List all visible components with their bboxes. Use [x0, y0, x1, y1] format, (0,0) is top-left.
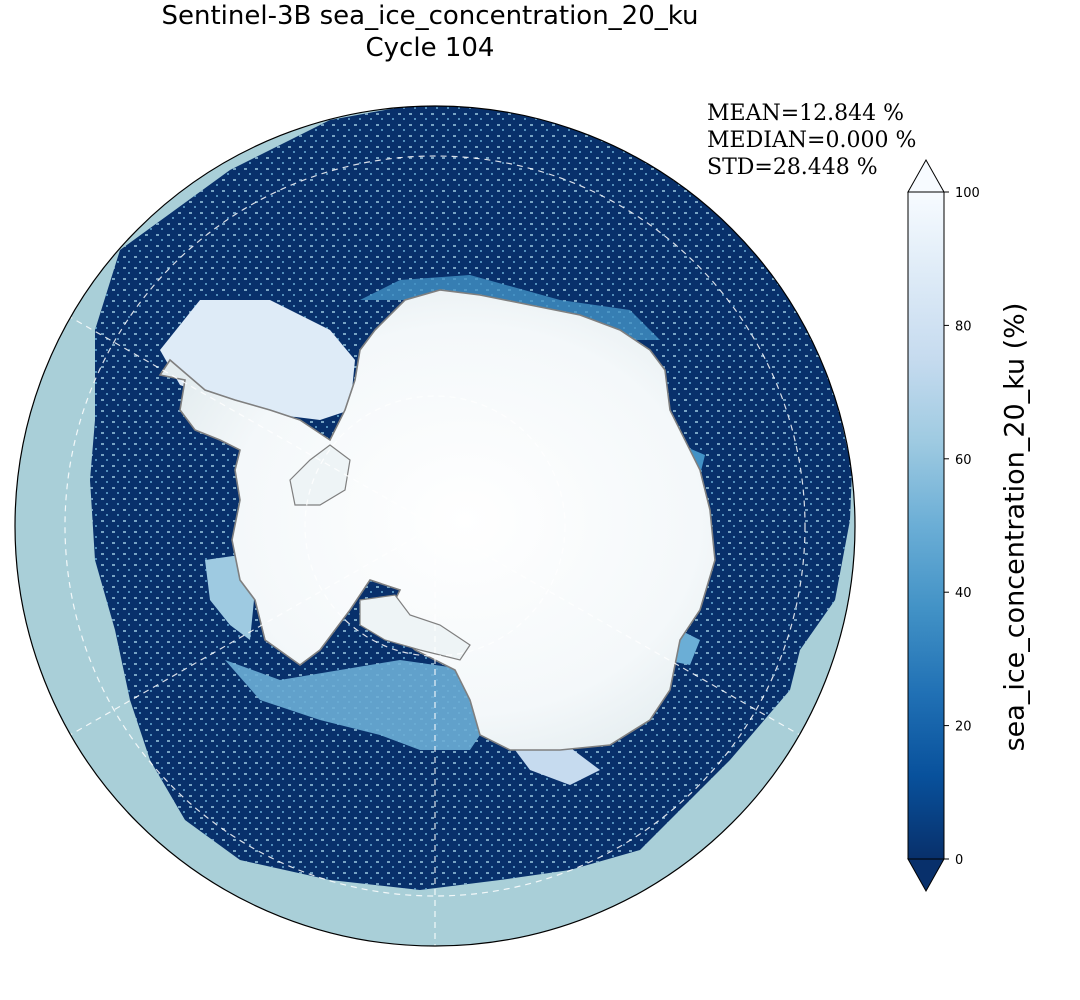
sea-ice-weddell: [160, 300, 355, 420]
colorbar-tick-label: 20: [955, 720, 972, 735]
map-border: [14, 105, 856, 947]
colorbar-label: sea_ice_concentration_20_ku (%): [999, 302, 1031, 752]
ice-shelf-ross: [359, 594, 471, 661]
colorbar-tick-label: 60: [955, 453, 972, 468]
stat-median: MEDIAN=0.000 %: [707, 128, 917, 153]
colorbar-tick-label: 100: [955, 186, 980, 201]
chart-title: Sentinel-3B sea_ice_concentration_20_ku: [161, 1, 699, 31]
chart-subtitle: Cycle 104: [365, 33, 495, 63]
colorbar-tick-label: 0: [955, 853, 963, 868]
colorbar-extend-max: [907, 158, 945, 193]
antarctica-land: [158, 289, 716, 751]
colorbar: 0 20 40 60 80 100: [907, 158, 980, 893]
colorbar-extend-min: [907, 858, 945, 893]
colorbar-gradient: [907, 191, 945, 860]
ice-shelf-weddell: [289, 444, 351, 506]
sea-ice-ross: [225, 660, 490, 750]
map-graticule: [64, 155, 806, 946]
statistics-box: MEAN=12.844 % MEDIAN=0.000 % STD=28.448 …: [707, 100, 916, 181]
colorbar-tick-label: 40: [955, 586, 972, 601]
stat-mean: MEAN=12.844 %: [707, 101, 905, 126]
stat-std: STD=28.448 %: [707, 155, 878, 180]
colorbar-tick-label: 80: [955, 319, 972, 334]
